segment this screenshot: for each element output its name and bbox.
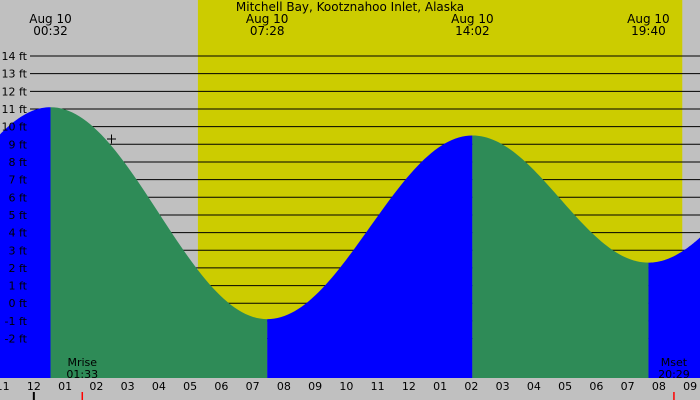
rising-tide-area	[648, 237, 700, 378]
y-tick-label: 7 ft	[9, 174, 28, 187]
falling-tide-area	[50, 107, 268, 379]
tide-extreme-time: 00:32	[33, 24, 68, 38]
hour-tick-label: 10	[339, 380, 353, 393]
tide-area-layer	[0, 107, 700, 379]
hour-tick-label: 01	[433, 380, 447, 393]
tide-extreme-time: 07:28	[250, 24, 285, 38]
tide-extreme-time: 14:02	[455, 24, 490, 38]
y-tick-label: 3 ft	[9, 244, 28, 257]
hour-tick-label: 03	[496, 380, 510, 393]
moon-event-name: Mrise	[67, 356, 97, 369]
tide-extreme-date: Aug 10	[246, 12, 289, 26]
tide-extreme-date: Aug 10	[451, 12, 494, 26]
tide-extreme-date: Aug 10	[627, 12, 670, 26]
hour-tick-label: 05	[183, 380, 197, 393]
y-axis-labels: -2 ft -1 ft 0 ft 1 ft 2 ft 3 ft 4 ft 5 ft 6 ft 7 …	[2, 50, 28, 346]
y-tick-label: -1 ft	[5, 315, 28, 328]
y-tick-label: 5 ft	[9, 209, 28, 222]
y-tick-label: 8 ft	[9, 156, 28, 169]
y-tick-label: 2 ft	[9, 262, 28, 275]
crosshair-cursor	[107, 134, 116, 144]
moon-event-name: Mset	[661, 356, 688, 369]
hour-tick-label: 05	[558, 380, 572, 393]
tide-extreme-date: Aug 10	[29, 12, 72, 26]
y-tick-label: 10 ft	[2, 121, 28, 134]
y-tick-label: 14 ft	[2, 50, 28, 63]
chart-title: Mitchell Bay, Kootznahoo Inlet, Alaska	[236, 0, 464, 14]
moon-event-time: 01:33	[66, 368, 98, 381]
hour-tick-label: 02	[89, 380, 103, 393]
hour-tick-label: 02	[464, 380, 478, 393]
hour-tick-label: 03	[121, 380, 135, 393]
hour-tick-label: 08	[652, 380, 666, 393]
rising-tide-area	[267, 135, 473, 378]
hour-tick-label: 06	[214, 380, 228, 393]
y-tick-label: 6 ft	[9, 191, 28, 204]
falling-tide-area	[472, 135, 649, 378]
y-tick-label: 13 ft	[2, 68, 28, 81]
rising-tide-area	[0, 107, 51, 379]
y-tick-label: 9 ft	[9, 138, 28, 151]
hour-axis-labels: 11 12 01 02 03 04 05 06 07 08 09 10 11 12 01 02 03 04 05 06…	[0, 380, 697, 400]
hour-tick-label: 08	[277, 380, 291, 393]
tide-extreme-time: 19:40	[631, 24, 666, 38]
hour-tick-label: 01	[58, 380, 72, 393]
hour-tick-label: 09	[683, 380, 697, 393]
y-tick-label: 0 ft	[9, 297, 28, 310]
hour-tick-label: 12	[27, 380, 41, 393]
y-tick-label: 1 ft	[9, 280, 28, 293]
y-tick-label: -2 ft	[5, 333, 28, 346]
hour-tick-label: 07	[246, 380, 260, 393]
hour-tick-label: 11	[0, 380, 10, 393]
y-tick-label: 12 ft	[2, 85, 28, 98]
moon-event-time: 20:29	[658, 368, 690, 381]
hour-tick-label: 07	[621, 380, 635, 393]
y-tick-label: 11 ft	[2, 103, 28, 116]
y-tick-label: 4 ft	[9, 227, 28, 240]
hour-tick-label: 12	[402, 380, 416, 393]
hour-tick-label: 11	[371, 380, 385, 393]
hour-tick-label: 04	[527, 380, 541, 393]
hour-tick-label: 04	[152, 380, 166, 393]
hour-tick-label: 09	[308, 380, 322, 393]
hour-tick-label: 06	[589, 380, 603, 393]
